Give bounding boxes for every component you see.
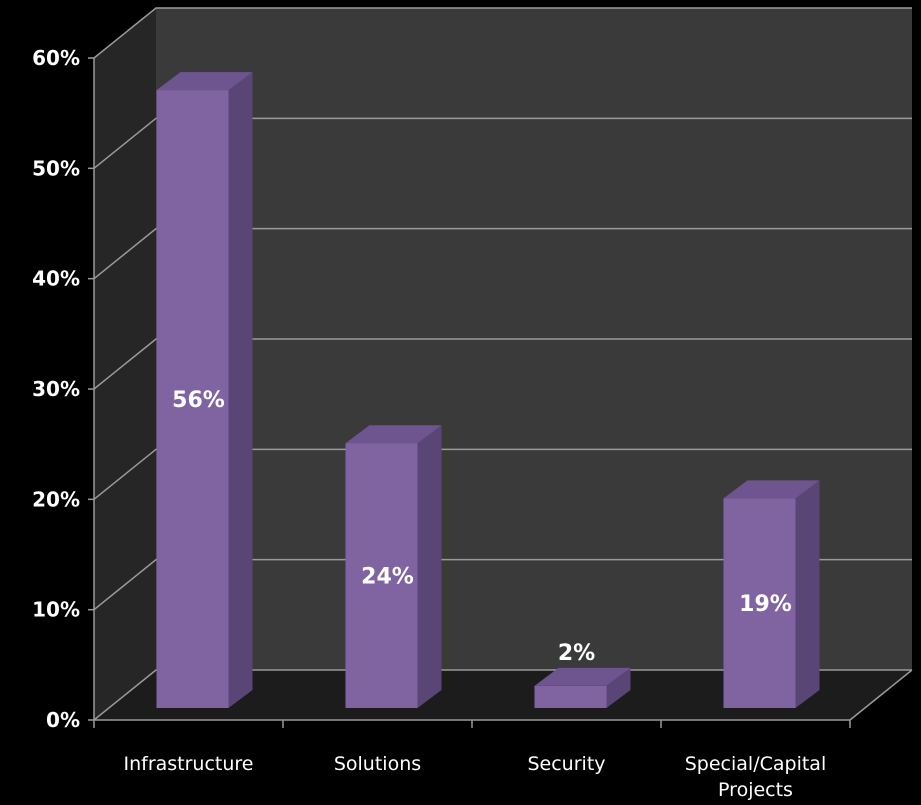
bar-front xyxy=(345,443,418,708)
gridline xyxy=(93,669,912,721)
bar-1 xyxy=(345,425,442,708)
y-axis-ticks: 0% 10% 20% 30% 40% 50% 60% xyxy=(32,46,851,732)
gridline xyxy=(93,558,912,611)
bar-front xyxy=(156,90,229,709)
y-tick-label: 30% xyxy=(32,377,80,401)
bar-top xyxy=(345,425,442,444)
bar-side xyxy=(228,72,253,709)
floor xyxy=(94,670,912,720)
data-label-1: 24% xyxy=(361,565,414,590)
bar-top xyxy=(156,72,253,91)
bars xyxy=(156,72,820,709)
gridline xyxy=(93,338,912,390)
bar-front xyxy=(723,498,796,708)
data-labels: 56% 24% 2% 19% xyxy=(172,388,792,666)
gridline xyxy=(93,448,912,500)
y-tick-label: 0% xyxy=(46,708,80,732)
bar-top xyxy=(723,480,820,499)
gridline xyxy=(93,117,912,169)
data-label-3: 19% xyxy=(739,592,792,617)
gridline xyxy=(93,227,912,280)
y-tick-label: 10% xyxy=(32,598,80,622)
x-category-label: Solutions xyxy=(334,753,421,775)
data-label-0: 56% xyxy=(172,388,225,413)
gridline xyxy=(93,7,912,59)
bar-side xyxy=(795,480,820,708)
data-label-2: 2% xyxy=(558,641,595,666)
bar-0 xyxy=(156,72,253,709)
bar-side xyxy=(417,425,442,708)
bar-3 xyxy=(723,480,820,708)
bar-front xyxy=(534,685,607,708)
bar-top xyxy=(534,667,631,686)
x-axis-categories: Infrastructure Solutions Security Special/C… xyxy=(123,753,826,801)
y-tick-label: 20% xyxy=(32,487,80,511)
bar-2 xyxy=(534,667,631,708)
y-tick-label: 40% xyxy=(32,267,80,291)
x-category-label: Infrastructure xyxy=(123,753,253,775)
x-category-label: Security xyxy=(527,753,605,775)
y-tick-label: 60% xyxy=(32,46,80,70)
x-category-label: Projects xyxy=(718,779,793,801)
x-category-label: Special/Capital xyxy=(685,753,826,775)
floor-edge xyxy=(849,669,913,721)
bar-side xyxy=(606,667,631,708)
gridlines xyxy=(93,7,912,721)
y-tick-label: 50% xyxy=(32,156,80,180)
